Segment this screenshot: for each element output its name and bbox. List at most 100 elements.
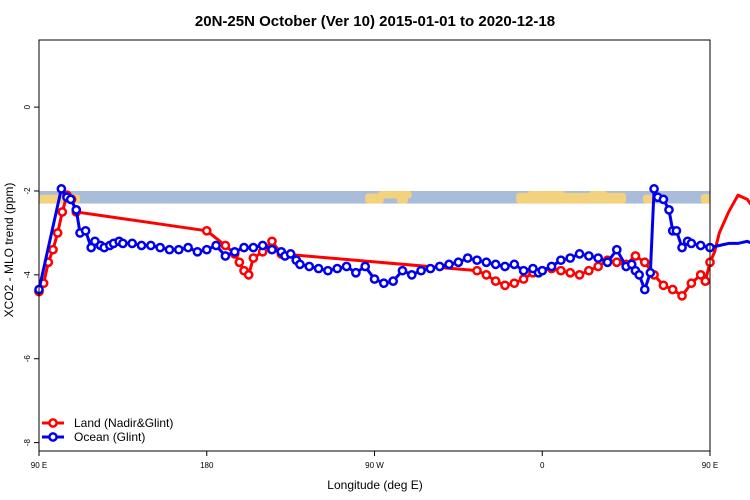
legend-label: Ocean (Glint) [74,430,145,444]
data-point [574,249,585,259]
y-tick-label: -8 [23,439,32,447]
data-point [500,280,510,291]
map-land-shape [642,194,655,204]
data-point [304,261,315,272]
data-point [546,261,557,272]
chart-title: 20N-25N October (Ver 10) 2015-01-01 to 2… [195,13,555,30]
data-point [695,270,706,280]
data-point [56,184,67,194]
data-point [136,240,147,251]
data-point [444,259,454,270]
data-point [472,265,482,276]
y-axis-label: XCO2 - MLO trend (ppm) [2,183,16,318]
data-point [583,265,594,276]
data-point [472,255,482,266]
data-point [611,257,622,268]
data-point [658,280,669,291]
data-point [243,270,254,280]
data-point [645,267,656,278]
axes: 0 -2 -4 -6 -8 90 E 180 90 W 0 90 E [23,39,718,470]
data-point [313,263,324,274]
map-land [39,190,710,204]
data-point [220,251,231,261]
y-tick-label: -6 [23,355,32,363]
data-point [667,284,678,295]
data-point [173,244,184,255]
data-point [52,228,63,238]
data-point [332,263,343,274]
y-tick-label: -4 [23,271,32,279]
data-point [65,194,76,205]
data-point [556,265,566,276]
y-tick-label: 0 [23,104,32,109]
data-point [378,278,389,289]
data-point [686,238,697,249]
data-point [267,236,277,247]
data-point [248,253,259,263]
legend-swatch-marker [48,432,58,442]
data-point [700,276,711,286]
data-point [425,263,436,274]
data-point [406,270,417,280]
data-point [453,257,464,268]
data-point [565,267,576,278]
data-point [201,244,212,255]
data-point [118,238,128,249]
data-point [630,251,641,261]
data-point [351,267,361,278]
data-point [229,246,240,257]
data-point [649,184,659,194]
data-point [556,255,566,266]
data-point [323,265,333,276]
data-point [211,240,221,251]
data-point [695,240,706,251]
data-point [57,207,68,217]
data-point [509,278,520,289]
data-point [583,251,594,261]
data-point [593,253,604,263]
map-strip [39,190,710,204]
data-point [664,205,674,215]
plot-series [34,184,750,301]
data-point [611,244,622,255]
data-point [639,284,650,295]
data-point [462,253,473,263]
data-point [201,225,212,236]
data-point [434,261,445,272]
data-point [677,242,687,253]
data-point [518,274,529,284]
data-point [341,261,352,272]
map-land-shape [588,190,608,198]
data-point [593,261,604,272]
data-point [369,274,380,284]
x-tick-label: 90 E [31,461,47,470]
x-tick-label: 0 [540,461,545,470]
data-point [671,225,682,236]
data-point [145,240,156,251]
data-point [285,249,296,259]
data-point [677,290,687,301]
data-point [639,257,650,268]
map-land-shape [396,197,409,204]
legend-label: Land (Nadir&Glint) [74,416,173,430]
data-point [220,240,231,251]
data-point [155,242,166,253]
data-point [481,270,492,280]
data-point [500,261,510,272]
data-point [574,270,585,280]
data-point [602,257,613,268]
data-point [295,259,305,270]
data-point [537,265,548,276]
map-land-shape [527,190,565,196]
data-point [518,265,529,276]
data-point [490,276,501,286]
map-land-shape [378,190,412,199]
data-point [248,242,259,253]
data-point [509,259,520,270]
data-point [481,257,492,268]
data-point [565,253,576,263]
x-axis-label: Longitude (deg E) [327,478,422,492]
data-point [388,276,398,286]
data-point [80,225,91,236]
data-point [658,194,669,205]
